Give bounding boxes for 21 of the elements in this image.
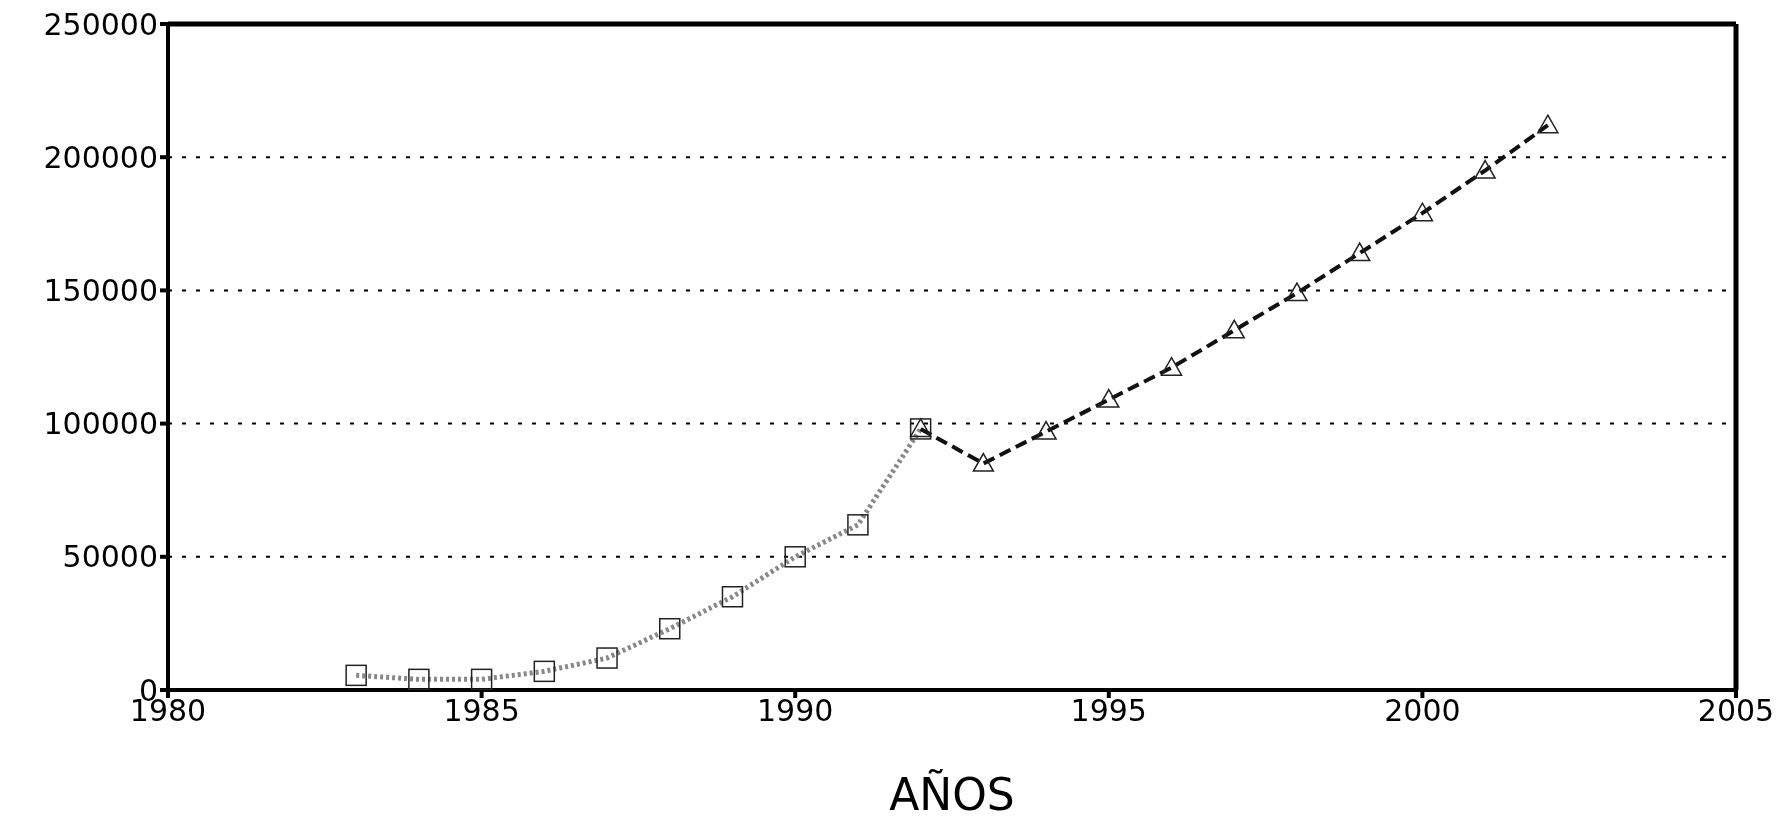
x-tick-label: 2000 bbox=[1384, 693, 1461, 729]
point bbox=[1286, 282, 1308, 302]
point bbox=[1035, 420, 1057, 440]
y-tick-label: 250000 bbox=[43, 6, 158, 42]
y-tick-label: 150000 bbox=[43, 273, 158, 309]
point bbox=[1474, 159, 1496, 179]
x-tick-label: 2005 bbox=[1697, 693, 1775, 729]
y-tick-label: 200000 bbox=[43, 139, 158, 175]
point bbox=[1348, 242, 1371, 262]
point bbox=[972, 452, 995, 472]
point bbox=[1160, 356, 1183, 376]
x-tick-label: 1995 bbox=[1070, 693, 1147, 729]
x-tick-label: 1990 bbox=[757, 693, 834, 729]
point bbox=[1098, 388, 1120, 408]
x-axis-title: AÑOS bbox=[889, 769, 1015, 820]
y-tick-label: 50000 bbox=[62, 539, 158, 575]
point bbox=[1537, 114, 1559, 134]
point bbox=[1223, 319, 1245, 339]
x-tick-label: 1985 bbox=[443, 693, 520, 729]
point bbox=[1411, 202, 1434, 222]
y-tick-label: 100000 bbox=[43, 406, 158, 442]
